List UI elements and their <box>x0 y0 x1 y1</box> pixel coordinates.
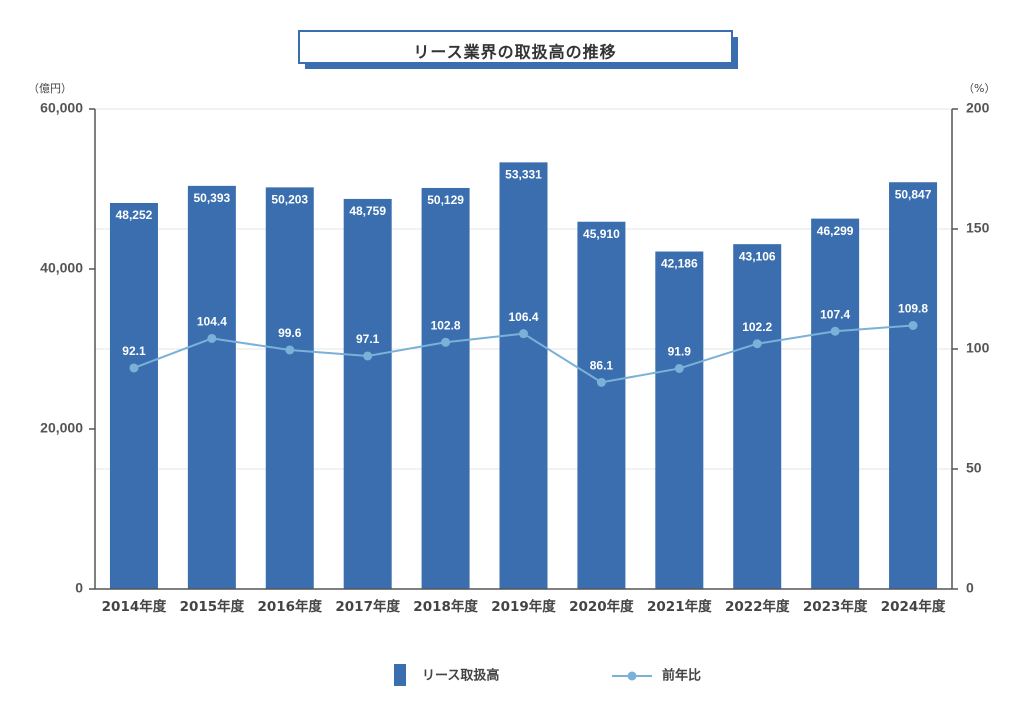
ratio-value-label: 92.1 <box>122 344 146 358</box>
y-right-tick-label: 0 <box>966 580 974 596</box>
bar <box>421 187 470 589</box>
y-right-ticks: 0 50 100 150 200 <box>952 100 990 596</box>
ratio-value-label: 86.1 <box>590 359 614 373</box>
bar <box>109 202 158 589</box>
chart-title-box: リース業界の取扱高の推移 <box>298 30 738 69</box>
ratio-point <box>207 333 217 343</box>
ratio-value-label: 102.8 <box>431 318 461 332</box>
ratio-value-label: 104.4 <box>197 315 227 329</box>
bars <box>109 162 938 590</box>
bar <box>499 162 548 590</box>
y-left-tick-label: 0 <box>75 580 83 596</box>
bar-value-label: 45,910 <box>583 227 620 241</box>
legend-line-marker <box>627 671 637 681</box>
ratio-point <box>596 377 606 387</box>
y-left-unit: （億円） <box>28 82 72 95</box>
bar-value-label: 42,186 <box>661 257 698 271</box>
ratio-point <box>830 326 840 336</box>
legend-line-label: 前年比 <box>662 668 701 684</box>
ratio-point <box>441 337 451 347</box>
ratio-point <box>519 329 528 339</box>
bar-value-label: 50,129 <box>427 193 464 207</box>
ratio-value-label: 107.4 <box>820 307 850 321</box>
y-left-tick-label: 40,000 <box>40 260 83 276</box>
x-category-label: 2014年度 <box>102 598 167 615</box>
y-left-tick-label: 20,000 <box>40 420 83 436</box>
bar <box>655 251 704 589</box>
bar-value-label: 46,299 <box>817 224 854 238</box>
x-category-label: 2019年度 <box>491 598 556 615</box>
x-category-label: 2021年度 <box>647 598 712 615</box>
ratio-value-label: 99.6 <box>278 326 302 340</box>
bar <box>733 244 782 590</box>
ratio-value-label: 97.1 <box>356 332 380 346</box>
ratio-value-label: 102.2 <box>742 320 772 334</box>
y-right-unit: （%） <box>963 82 995 95</box>
x-category-label: 2020年度 <box>569 598 634 615</box>
bar-value-label: 50,393 <box>194 191 231 205</box>
ratio-line <box>129 320 918 387</box>
x-category-label: 2018年度 <box>413 598 478 615</box>
y-right-tick-label: 100 <box>966 340 990 356</box>
legend-bar-label: リース取扱高 <box>422 668 499 684</box>
bar <box>265 187 314 589</box>
bar <box>889 182 938 589</box>
ratio-value-label: 109.8 <box>898 302 928 316</box>
bar-value-label: 50,847 <box>895 187 932 201</box>
bar-value-label: 50,203 <box>271 193 308 207</box>
legend: リース取扱高 前年比 <box>394 664 701 686</box>
bar-labels: 48,252 50,393 50,203 48,759 50,129 53,331 45,9… <box>116 168 932 271</box>
ratio-point <box>129 363 139 373</box>
ratio-value-label: 106.4 <box>508 310 538 324</box>
x-category-label: 2016年度 <box>257 598 322 615</box>
ratio-value-label: 91.9 <box>668 345 692 359</box>
y-left-ticks: 0 20,000 40,000 60,000 <box>40 100 95 596</box>
ratio-point <box>908 320 918 330</box>
x-category-label: 2023年度 <box>803 598 868 615</box>
legend-bar-swatch <box>394 664 406 686</box>
chart-title: リース業界の取扱高の推移 <box>413 43 616 62</box>
x-category-label: 2024年度 <box>881 598 946 615</box>
y-right-tick-label: 50 <box>966 460 982 476</box>
x-category-label: 2017年度 <box>335 598 400 615</box>
y-right-tick-label: 150 <box>966 220 990 236</box>
bar <box>811 218 860 589</box>
x-category-label: 2022年度 <box>725 598 790 615</box>
ratio-point <box>674 363 684 373</box>
bar <box>343 198 392 590</box>
bar-value-label: 53,331 <box>505 168 542 182</box>
y-right-tick-label: 200 <box>966 100 990 116</box>
bar <box>577 221 626 589</box>
x-category-label: 2015年度 <box>180 598 245 615</box>
ratio-point <box>363 351 373 361</box>
x-categories: 2014年度 2015年度 2016年度 2017年度 2018年度 2019年度 2020… <box>102 598 946 615</box>
bar-value-label: 48,252 <box>116 208 153 222</box>
ratio-point <box>285 345 295 355</box>
ratio-point <box>752 339 762 349</box>
bar-value-label: 43,106 <box>739 249 776 263</box>
line-labels: 92.1 104.4 99.6 97.1 102.8 106.4 86.1 91.9 102.2… <box>122 302 928 373</box>
bar-value-label: 48,759 <box>349 204 386 218</box>
bar <box>187 185 236 589</box>
y-left-tick-label: 60,000 <box>40 100 83 116</box>
